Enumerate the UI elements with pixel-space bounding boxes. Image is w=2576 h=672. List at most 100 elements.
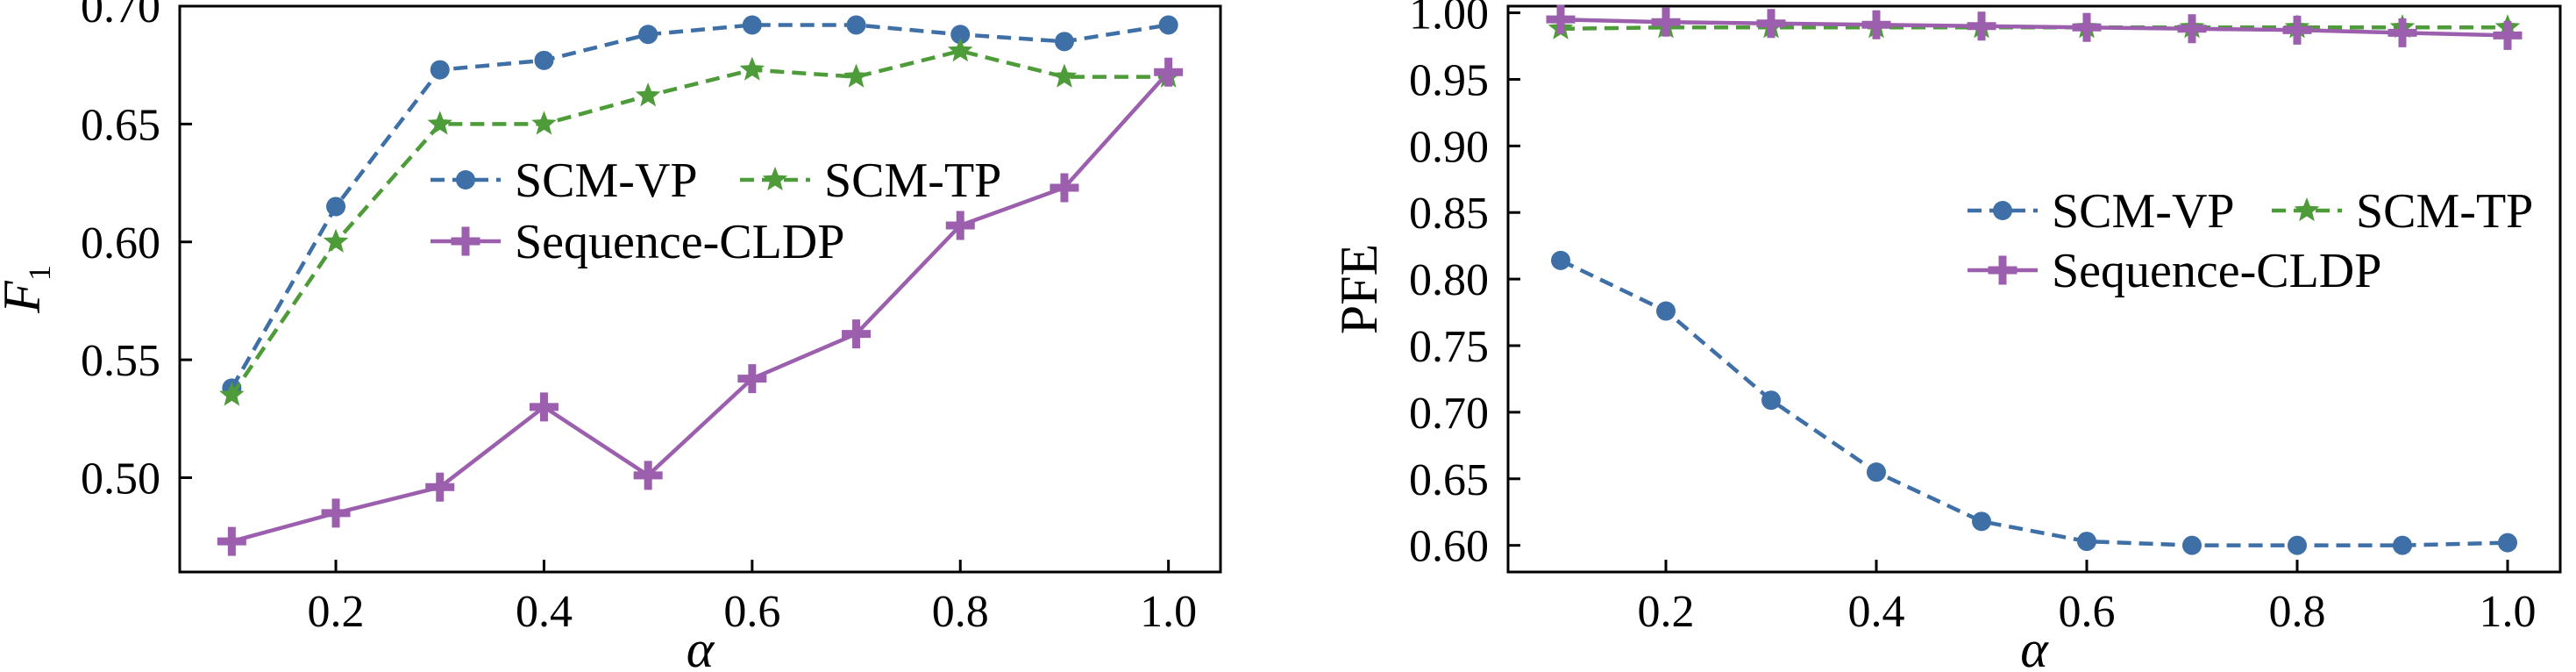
y-tick-label: 0.55: [81, 336, 160, 386]
data-point: [1867, 462, 1886, 483]
y-tick-label: 0.70: [81, 0, 160, 32]
data-point: [1861, 10, 1891, 39]
legend-entry-scm-vp: SCM-VP: [431, 154, 698, 208]
data-point: [635, 82, 661, 107]
data-point: [950, 25, 971, 45]
x-tick-label: 0.6: [723, 587, 780, 637]
data-point: [1756, 9, 1786, 39]
series-line: [230, 48, 1169, 397]
plot-frame: [178, 4, 1222, 574]
series-line: [1560, 258, 2508, 547]
data-point: [1967, 11, 1996, 41]
x-axis-label: α: [687, 620, 715, 672]
y-tick-label: 0.60: [1409, 522, 1489, 572]
y-tick-label: 0.70: [1409, 389, 1489, 439]
y-tick-label: 0.85: [1409, 189, 1489, 239]
legend-marker: [1988, 255, 2017, 285]
legend-label: SCM-VP: [2052, 184, 2235, 239]
y-axis-label: PFE: [1330, 244, 1388, 334]
y-tick-label: 0.90: [1409, 122, 1489, 172]
legend-label: SCM-TP: [2356, 184, 2533, 239]
series-scm-vp: [222, 15, 1178, 398]
legend-entry-scm-tp: SCM-TP: [740, 154, 1001, 208]
data-point: [529, 392, 559, 422]
x-tick-label: 0.8: [932, 587, 989, 637]
y-tick-label: 0.65: [1409, 455, 1489, 505]
plot-frame: [1506, 4, 2562, 574]
data-point: [425, 472, 455, 502]
data-point: [1761, 390, 1781, 411]
x-tick-label: 1.0: [2480, 587, 2537, 637]
y-tick-label: 1.00: [1409, 0, 1489, 39]
series-sequence-cldp: [1546, 4, 2523, 50]
data-point: [1651, 7, 1681, 37]
y-tick-label: 0.50: [81, 454, 160, 504]
data-point: [531, 111, 557, 135]
y-tick-label: 0.60: [81, 218, 160, 268]
data-point: [1050, 173, 1079, 203]
legend-marker: [456, 170, 475, 189]
data-point: [2177, 14, 2207, 44]
data-point: [739, 56, 765, 81]
y-tick-label: 0.95: [1409, 55, 1489, 105]
data-point: [1154, 57, 1184, 87]
data-point: [2493, 20, 2523, 50]
chart-f1: 0.2 0.4 0.6 0.8 1.0 0.50 0.55 0.60 0.65 0.70 α F1 SC…: [0, 0, 1222, 672]
legend-label: Sequence-CLDP: [515, 215, 844, 269]
legend-entry-scm-tp: SCM-TP: [2272, 184, 2533, 239]
series-scm-vp: [1551, 250, 2517, 555]
x-tick-label: 0.8: [2269, 587, 2326, 637]
data-point: [742, 15, 762, 35]
data-point: [430, 60, 450, 80]
data-point: [1972, 511, 1991, 532]
legend-entry-scm-vp: SCM-VP: [1968, 184, 2235, 239]
legend-entry-sequence-cldp: Sequence-CLDP: [1968, 244, 2381, 298]
data-point: [2072, 12, 2102, 42]
legend-marker: [1993, 201, 2012, 220]
legend-marker: [2294, 197, 2320, 222]
data-point: [633, 461, 663, 490]
series-line: [230, 23, 1169, 390]
x-tick-label: 0.2: [308, 587, 365, 637]
data-point: [2288, 535, 2307, 555]
data-point: [2393, 535, 2412, 555]
data-point: [2498, 533, 2517, 553]
data-point: [638, 25, 658, 45]
x-tick-label: 1.0: [1140, 587, 1197, 637]
data-point: [321, 498, 351, 528]
data-point: [323, 228, 349, 253]
series-line: [231, 70, 1171, 544]
legend-label: Sequence-CLDP: [2052, 244, 2381, 298]
data-point: [326, 197, 346, 217]
y-tick-label: 0.80: [1409, 255, 1489, 305]
y-tick-label: 0.75: [1409, 322, 1489, 372]
data-point: [842, 319, 872, 349]
x-tick-label: 0.4: [516, 587, 573, 637]
legend-marker: [451, 226, 480, 256]
x-tick-label: 0.6: [2059, 587, 2116, 637]
legend-label: SCM-VP: [515, 154, 698, 208]
series-line: [1560, 17, 2508, 38]
x-tick-label: 0.2: [1638, 587, 1695, 637]
data-point: [2077, 532, 2096, 552]
data-point: [843, 63, 869, 88]
x-tick-label: 0.4: [1848, 587, 1905, 637]
y-tick-label: 0.65: [81, 100, 160, 150]
legend-label: SCM-TP: [824, 154, 1001, 208]
data-point: [219, 382, 245, 406]
chart-pfe: 0.2 0.4 0.6 0.8 1.0 0.60 0.65 0.70 0.75 0.80 0.85 0…: [1330, 0, 2562, 672]
data-point: [1158, 15, 1178, 35]
legend-marker: [762, 167, 788, 191]
data-point: [2182, 535, 2202, 555]
data-point: [737, 364, 767, 394]
series-sequence-cldp: [217, 57, 1184, 556]
data-point: [217, 526, 246, 556]
data-point: [1656, 301, 1676, 321]
data-point: [945, 211, 975, 240]
y-axis-label: F1: [0, 265, 57, 314]
data-point: [1051, 63, 1078, 88]
data-point: [846, 15, 866, 35]
legend: SCM-VP SCM-TP Sequence-CLDP: [431, 154, 1001, 269]
